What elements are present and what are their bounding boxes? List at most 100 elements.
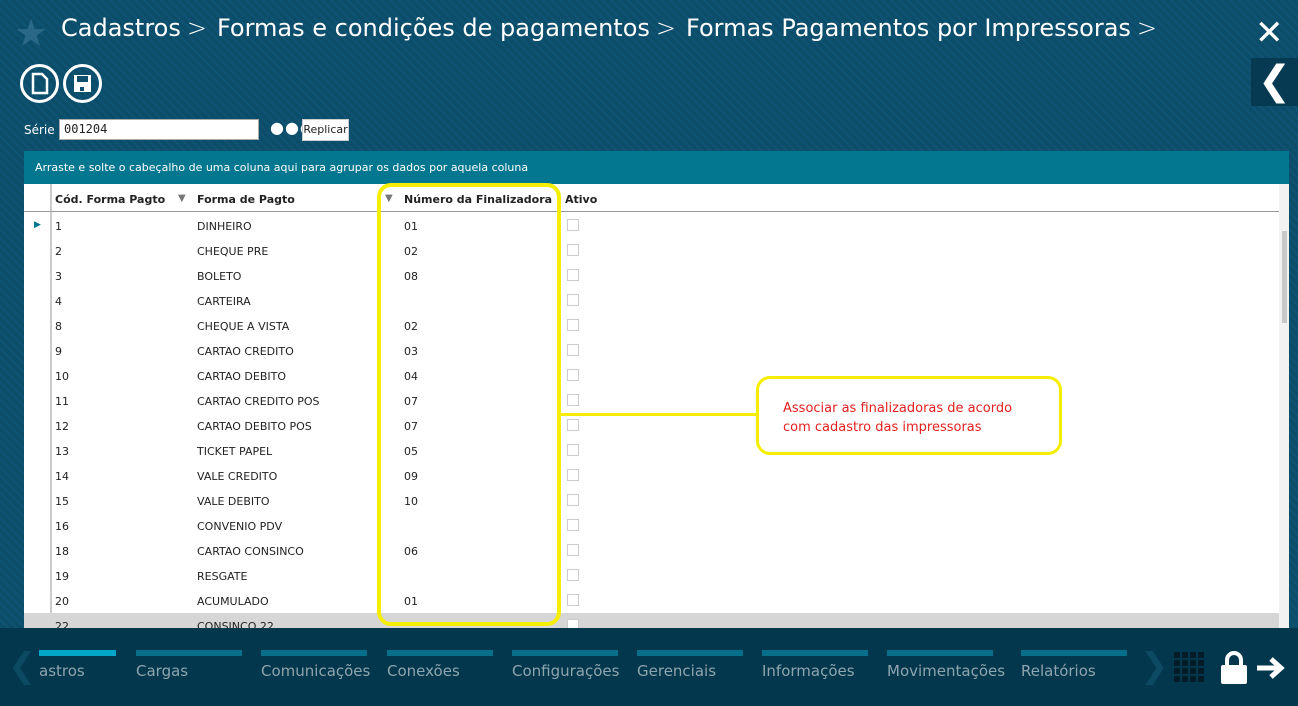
cell-forma: ACUMULADO bbox=[197, 595, 269, 608]
highlight-box bbox=[377, 183, 561, 626]
ativo-checkbox[interactable] bbox=[567, 444, 579, 456]
cell-forma: CARTEIRA bbox=[197, 295, 251, 308]
favorite-star-icon[interactable]: ★ bbox=[14, 11, 49, 55]
ativo-checkbox[interactable] bbox=[567, 519, 579, 531]
ativo-checkbox[interactable] bbox=[567, 419, 579, 431]
filter-icon[interactable]: ▼ bbox=[178, 193, 186, 204]
table-row[interactable]: 22 CONSINCO 22 bbox=[24, 613, 1279, 628]
cell-numero[interactable]: 02 bbox=[404, 245, 418, 258]
table-row[interactable]: 13 TICKET PAPEL 05 bbox=[24, 438, 1279, 463]
cell-numero[interactable]: 05 bbox=[404, 445, 418, 458]
ativo-checkbox[interactable] bbox=[567, 269, 579, 281]
cell-numero[interactable]: 07 bbox=[404, 395, 418, 408]
cell-numero[interactable]: 03 bbox=[404, 345, 418, 358]
column-header-cod[interactable]: Cód. Forma Pagto bbox=[55, 193, 166, 206]
save-button[interactable] bbox=[63, 64, 102, 103]
cell-forma: CARTAO CREDITO bbox=[197, 345, 294, 358]
tab-indicator bbox=[762, 650, 868, 656]
cell-numero[interactable]: 01 bbox=[404, 220, 418, 233]
breadcrumb: Cadastros > Formas e condições de pagamen… bbox=[61, 14, 1158, 42]
data-grid: Arraste e solte o cabeçalho de uma colun… bbox=[24, 151, 1289, 628]
logout-arrow-icon[interactable] bbox=[1255, 656, 1287, 680]
ativo-checkbox[interactable] bbox=[567, 294, 579, 306]
table-row[interactable]: 2 CHEQUE PRE 02 bbox=[24, 238, 1279, 263]
cell-numero[interactable]: 09 bbox=[404, 470, 418, 483]
cell-cod: 19 bbox=[55, 570, 69, 583]
cell-cod: 14 bbox=[55, 470, 69, 483]
cell-numero[interactable]: 06 bbox=[404, 545, 418, 558]
tab-label: Conexões bbox=[387, 662, 460, 680]
row-indicator-divider bbox=[50, 184, 52, 628]
table-row[interactable]: 11 CARTAO CREDITO POS 07 bbox=[24, 388, 1279, 413]
ativo-checkbox[interactable] bbox=[567, 319, 579, 331]
tab-label: Configurações bbox=[512, 662, 620, 680]
column-header-numero[interactable]: Número da Finalizadora bbox=[404, 193, 553, 206]
ativo-checkbox[interactable] bbox=[567, 244, 579, 256]
ativo-checkbox[interactable] bbox=[567, 369, 579, 381]
breadcrumb-item[interactable]: Cadastros bbox=[61, 14, 181, 42]
cell-cod: 9 bbox=[55, 345, 62, 358]
cell-numero[interactable]: 10 bbox=[404, 495, 418, 508]
ativo-checkbox[interactable] bbox=[567, 494, 579, 506]
cell-numero[interactable]: 01 bbox=[404, 595, 418, 608]
cell-forma: CHEQUE A VISTA bbox=[197, 320, 290, 333]
table-row[interactable]: 9 CARTAO CREDITO 03 bbox=[24, 338, 1279, 363]
tab-label: Informações bbox=[762, 662, 855, 680]
back-chevron-icon[interactable]: ❮ bbox=[1251, 58, 1298, 106]
cell-forma: CARTAO DEBITO bbox=[197, 370, 286, 383]
ativo-checkbox[interactable] bbox=[567, 544, 579, 556]
serie-input[interactable]: 001204 bbox=[59, 119, 259, 140]
table-row[interactable]: 10 CARTAO DEBITO 04 bbox=[24, 363, 1279, 388]
ativo-checkbox[interactable] bbox=[567, 394, 579, 406]
tab-label: Relatórios bbox=[1021, 662, 1096, 680]
annotation-callout: Associar as finalizadoras de acordo com … bbox=[756, 376, 1062, 455]
cell-numero[interactable]: 04 bbox=[404, 370, 418, 383]
cell-forma: CONSINCO 22 bbox=[197, 620, 274, 628]
new-document-button[interactable] bbox=[20, 64, 59, 103]
vertical-scrollbar[interactable] bbox=[1279, 184, 1289, 628]
table-row[interactable]: 8 CHEQUE A VISTA 02 bbox=[24, 313, 1279, 338]
cell-forma: BOLETO bbox=[197, 270, 242, 283]
ativo-checkbox[interactable] bbox=[567, 469, 579, 481]
lock-icon[interactable] bbox=[1220, 650, 1248, 686]
column-header-ativo[interactable]: Ativo bbox=[565, 193, 598, 206]
cell-numero[interactable]: 02 bbox=[404, 320, 418, 333]
breadcrumb-item[interactable]: Formas Pagamentos por Impressoras bbox=[686, 14, 1131, 42]
close-icon[interactable]: ✕ bbox=[1255, 13, 1284, 53]
table-row[interactable]: 12 CARTAO DEBITO POS 07 bbox=[24, 413, 1279, 438]
replicar-button[interactable]: Replicar bbox=[302, 119, 349, 141]
scrollbar-thumb[interactable] bbox=[1282, 231, 1287, 323]
ativo-checkbox[interactable] bbox=[567, 569, 579, 581]
grid-menu-icon[interactable] bbox=[1174, 652, 1206, 684]
cell-numero[interactable]: 08 bbox=[404, 270, 418, 283]
tab-label: astros bbox=[39, 662, 85, 680]
cell-forma: CHEQUE PRE bbox=[197, 245, 269, 258]
scroll-left-icon[interactable]: ❮ bbox=[8, 646, 37, 686]
group-by-panel[interactable]: Arraste e solte o cabeçalho de uma colun… bbox=[24, 151, 1289, 184]
column-header-forma[interactable]: Forma de Pagto bbox=[197, 193, 295, 206]
cell-forma: DINHEIRO bbox=[197, 220, 252, 233]
table-row[interactable]: 18 CARTAO CONSINCO 06 bbox=[24, 538, 1279, 563]
table-row[interactable]: 4 CARTEIRA bbox=[24, 288, 1279, 313]
filter-icon[interactable]: ▼ bbox=[385, 193, 393, 204]
tab-label: Movimentações bbox=[887, 662, 1006, 680]
grid-header: Cód. Forma Pagto ▼ Forma de Pagto ▼ Núme… bbox=[24, 184, 1279, 212]
current-row-indicator-icon: ▶ bbox=[34, 220, 41, 230]
cell-numero[interactable]: 07 bbox=[404, 420, 418, 433]
ativo-checkbox[interactable] bbox=[567, 594, 579, 606]
cell-forma: RESGATE bbox=[197, 570, 248, 583]
table-row[interactable]: ▶ 1 DINHEIRO 01 bbox=[24, 213, 1279, 238]
table-row[interactable]: 15 VALE DEBITO 10 bbox=[24, 488, 1279, 513]
cell-cod: 2 bbox=[55, 245, 62, 258]
scroll-right-icon[interactable]: ❯ bbox=[1140, 646, 1169, 686]
table-row[interactable]: 19 RESGATE bbox=[24, 563, 1279, 588]
ativo-checkbox[interactable] bbox=[567, 344, 579, 356]
breadcrumb-item[interactable]: Formas e condições de pagamentos bbox=[216, 14, 650, 42]
table-row[interactable]: 3 BOLETO 08 bbox=[24, 263, 1279, 288]
table-row[interactable]: 16 CONVENIO PDV bbox=[24, 513, 1279, 538]
ativo-checkbox[interactable] bbox=[567, 219, 579, 231]
ativo-checkbox[interactable] bbox=[567, 619, 579, 628]
table-row[interactable]: 14 VALE CREDITO 09 bbox=[24, 463, 1279, 488]
cell-forma: CARTAO CREDITO POS bbox=[197, 395, 320, 408]
table-row[interactable]: 20 ACUMULADO 01 bbox=[24, 588, 1279, 613]
